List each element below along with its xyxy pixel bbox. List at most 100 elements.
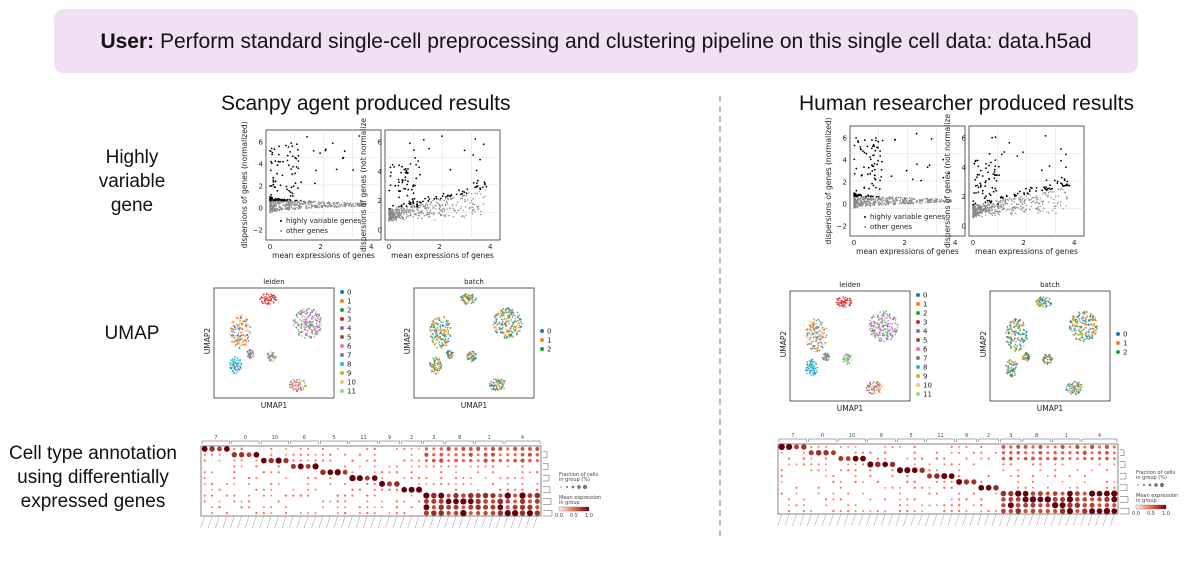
other-gene-point: [273, 203, 275, 205]
hvg-point: [979, 182, 982, 185]
other-gene-point: [853, 196, 855, 198]
umap-point: [433, 337, 436, 339]
legend-marker: [340, 308, 344, 312]
other-gene-point: [452, 196, 454, 199]
umap-point: [499, 379, 502, 381]
other-gene-point: [430, 212, 432, 214]
umap-point: [238, 329, 240, 331]
other-gene-point: [857, 204, 859, 207]
umap-point: [501, 383, 503, 385]
other-gene-point: [309, 201, 311, 204]
umap-point: [1072, 329, 1075, 331]
other-gene-point: [280, 208, 282, 210]
other-gene-point: [294, 202, 296, 204]
hvg-point: [403, 187, 405, 190]
legend-marker: [540, 347, 544, 351]
umap-point: [819, 333, 821, 336]
umap-point: [808, 367, 810, 370]
umap-point: [443, 340, 446, 343]
y-tick-label: 2: [843, 179, 847, 187]
other-gene-point: [277, 201, 279, 204]
umap-point: [879, 328, 882, 330]
other-gene-point: [1017, 207, 1019, 209]
other-gene-point: [1059, 204, 1062, 207]
y-tick-label: 0: [259, 205, 263, 213]
other-gene-point: [1002, 203, 1004, 206]
umap-point: [509, 313, 512, 315]
hvg-point: [289, 195, 292, 197]
other-gene-point: [279, 203, 281, 205]
other-gene-point: [457, 209, 459, 211]
umap-point: [820, 339, 822, 341]
umap-point: [499, 386, 501, 388]
umap-point: [882, 310, 885, 313]
umap-point: [489, 386, 492, 388]
umap-point: [231, 328, 234, 330]
umap-point: [516, 332, 518, 335]
other-gene-point: [409, 210, 412, 213]
umap-point: [1085, 318, 1087, 321]
umap-point: [496, 323, 499, 325]
other-gene-point: [978, 205, 981, 208]
umap-point: [439, 325, 441, 328]
x-tick-label: 0: [852, 239, 856, 247]
other-gene-point: [998, 200, 1000, 203]
hvg-point: [872, 184, 875, 187]
umap-point: [507, 314, 509, 317]
hvg-point: [1008, 141, 1011, 144]
umap-point: [845, 357, 848, 360]
umap-point: [1074, 318, 1077, 321]
hvg-point: [404, 168, 407, 170]
other-gene-point: [272, 210, 274, 212]
umap-point: [297, 324, 300, 327]
umap-point: [1077, 334, 1079, 336]
other-gene-point: [857, 206, 859, 209]
other-gene-point: [301, 203, 303, 205]
umap-point: [432, 366, 435, 369]
hvg-point: [974, 202, 977, 205]
hvg-point: [1028, 189, 1031, 191]
umap-point: [514, 314, 516, 317]
other-gene-point: [1003, 207, 1005, 210]
umap-point: [884, 321, 886, 323]
umap-point: [842, 303, 844, 305]
hvg-point: [403, 168, 406, 171]
hvg-point: [1066, 184, 1069, 187]
umap-point: [242, 340, 245, 342]
other-gene-point: [354, 202, 357, 205]
other-gene-point: [425, 207, 427, 209]
hvg-point: [875, 186, 877, 189]
umap-point: [820, 331, 823, 333]
umap-point: [1079, 338, 1081, 340]
other-gene-point: [869, 204, 872, 206]
other-gene-point: [1009, 208, 1011, 211]
other-gene-point: [411, 210, 413, 212]
hvg-point: [419, 173, 421, 176]
hvg-point: [988, 178, 990, 181]
hvg-point: [976, 159, 979, 162]
hvg-point: [989, 194, 992, 197]
umap-point: [446, 352, 448, 355]
hvg-point: [881, 139, 884, 142]
other-gene-point: [426, 212, 429, 214]
umap-y-label: UMAP2: [403, 328, 412, 355]
umap-point: [1005, 340, 1008, 342]
hvg-point: [855, 137, 857, 139]
legend-marker-other: [864, 226, 866, 228]
other-gene-point: [270, 205, 273, 207]
hvg-point: [397, 178, 400, 181]
umap-point: [849, 356, 852, 359]
umap-point: [887, 338, 889, 340]
other-gene-point: [478, 190, 480, 193]
umap-point: [806, 361, 808, 363]
hvg-point: [447, 194, 449, 197]
other-gene-point: [425, 202, 427, 204]
hvg-point: [859, 146, 862, 148]
umap-point: [246, 334, 249, 336]
umap-point: [435, 321, 437, 324]
other-gene-point: [416, 208, 418, 210]
umap-point: [430, 365, 433, 367]
umap-point: [870, 392, 873, 395]
hvg-point: [297, 167, 300, 170]
umap-point: [827, 358, 830, 361]
